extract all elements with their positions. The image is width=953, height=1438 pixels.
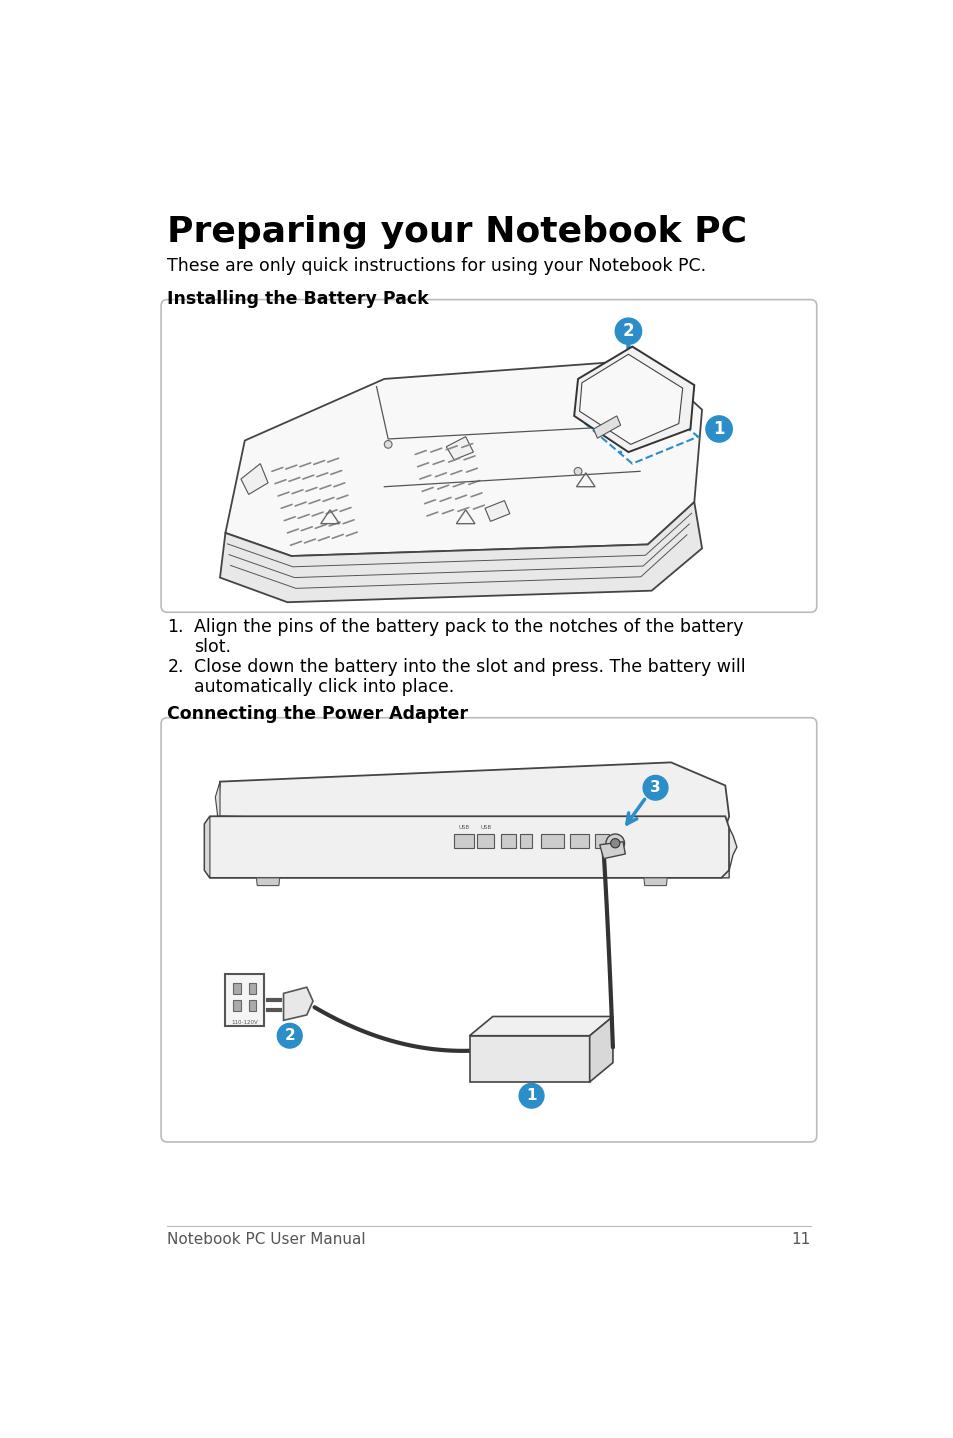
- Bar: [595, 834, 608, 848]
- Polygon shape: [220, 502, 701, 603]
- Circle shape: [615, 318, 641, 344]
- Polygon shape: [469, 1035, 589, 1081]
- Bar: [249, 984, 256, 994]
- Text: 11: 11: [790, 1232, 810, 1247]
- Circle shape: [277, 1024, 302, 1048]
- Polygon shape: [225, 360, 701, 557]
- Text: 2: 2: [284, 1028, 294, 1043]
- Circle shape: [605, 834, 624, 853]
- Polygon shape: [579, 354, 682, 444]
- Bar: [500, 834, 516, 848]
- Text: 3: 3: [650, 781, 660, 795]
- Text: USB: USB: [458, 825, 469, 830]
- Polygon shape: [204, 817, 728, 877]
- Polygon shape: [204, 817, 210, 877]
- Text: Notebook PC User Manual: Notebook PC User Manual: [167, 1232, 366, 1247]
- Polygon shape: [484, 500, 509, 522]
- Bar: [540, 834, 563, 848]
- Circle shape: [518, 1083, 543, 1109]
- Polygon shape: [215, 782, 220, 817]
- Text: Close down the battery into the slot and press. The battery will
automatically c: Close down the battery into the slot and…: [194, 657, 745, 696]
- Circle shape: [384, 440, 392, 449]
- Polygon shape: [720, 828, 736, 877]
- Text: Preparing your Notebook PC: Preparing your Notebook PC: [167, 214, 746, 249]
- Text: Connecting the Power Adapter: Connecting the Power Adapter: [167, 706, 468, 723]
- Polygon shape: [283, 988, 313, 1021]
- Bar: [225, 974, 264, 1027]
- Bar: [476, 834, 494, 848]
- Circle shape: [649, 439, 653, 441]
- Bar: [454, 834, 474, 848]
- Polygon shape: [469, 1017, 612, 1035]
- Polygon shape: [589, 1017, 612, 1081]
- Polygon shape: [256, 877, 279, 886]
- Text: 2.: 2.: [167, 657, 184, 676]
- Bar: [249, 1001, 256, 1011]
- Circle shape: [642, 775, 667, 800]
- FancyBboxPatch shape: [161, 718, 816, 1142]
- Text: These are only quick instructions for using your Notebook PC.: These are only quick instructions for us…: [167, 257, 705, 275]
- Text: Installing the Battery Pack: Installing the Battery Pack: [167, 290, 429, 308]
- Polygon shape: [446, 437, 473, 460]
- Circle shape: [665, 431, 668, 436]
- Text: 2: 2: [622, 322, 634, 341]
- Text: USB: USB: [479, 825, 491, 830]
- Text: Align the pins of the battery pack to the notches of the battery
slot.: Align the pins of the battery pack to th…: [194, 617, 743, 656]
- Polygon shape: [599, 841, 624, 858]
- Bar: [233, 1001, 241, 1011]
- Polygon shape: [593, 416, 620, 439]
- Circle shape: [705, 416, 732, 441]
- Bar: [233, 984, 241, 994]
- Polygon shape: [643, 877, 666, 886]
- Circle shape: [618, 450, 621, 453]
- Text: 1: 1: [526, 1089, 537, 1103]
- Text: 1.: 1.: [167, 617, 184, 636]
- Circle shape: [610, 838, 619, 848]
- Text: 1: 1: [713, 420, 724, 439]
- Polygon shape: [217, 762, 728, 828]
- Polygon shape: [241, 463, 268, 495]
- Bar: [519, 834, 532, 848]
- Polygon shape: [574, 347, 694, 452]
- FancyBboxPatch shape: [161, 299, 816, 613]
- Circle shape: [634, 444, 637, 447]
- Bar: [570, 834, 588, 848]
- Text: 110-120V: 110-120V: [232, 1021, 258, 1025]
- Circle shape: [574, 467, 581, 475]
